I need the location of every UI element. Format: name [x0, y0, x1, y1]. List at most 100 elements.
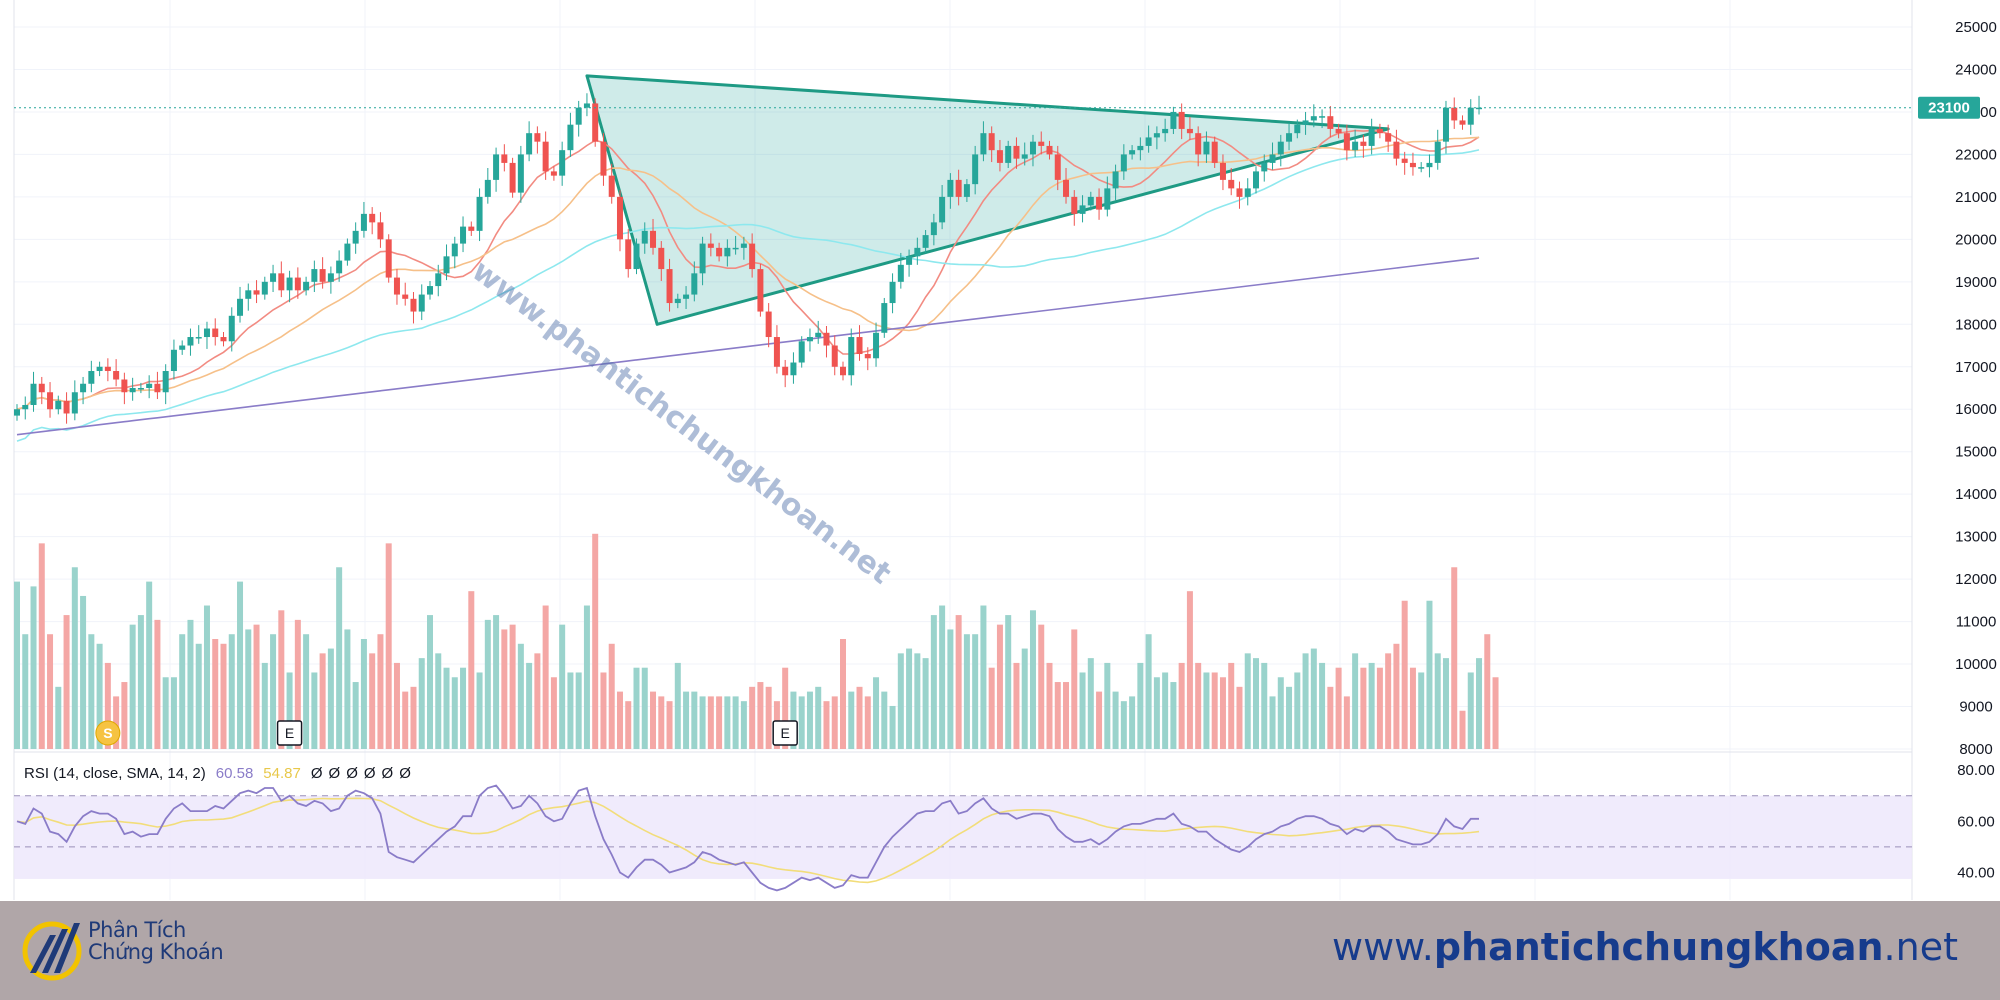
volume-bar	[881, 691, 888, 749]
volume-bar	[947, 629, 954, 749]
candle-body	[633, 243, 640, 270]
rsi-legend-extra: Ø	[364, 765, 376, 782]
candle-body	[47, 392, 54, 410]
candle-body	[170, 349, 177, 372]
volume-bar	[319, 653, 326, 749]
candle-body	[1038, 141, 1045, 146]
candle-body	[831, 345, 838, 367]
volume-bar	[187, 619, 194, 749]
candle-body	[55, 400, 62, 410]
candle-body	[352, 230, 359, 244]
candle-body	[840, 366, 846, 376]
volume-bar	[988, 667, 995, 749]
candle-body	[691, 273, 698, 295]
volume-bar	[1467, 672, 1474, 749]
volume-bar	[443, 667, 450, 749]
candle-body	[575, 107, 582, 125]
chart-grid	[13, 0, 1913, 900]
volume-bar	[1385, 653, 1392, 749]
volume-bar	[1021, 648, 1028, 749]
candle-body	[476, 196, 483, 231]
candle-body	[1343, 133, 1350, 151]
candle-body	[1186, 128, 1193, 134]
price-tick-label: 19000	[1955, 274, 1997, 291]
candle-body	[427, 286, 433, 295]
candle-body	[1368, 128, 1375, 146]
volume-bar	[1038, 624, 1045, 749]
volume-bar	[831, 696, 838, 749]
volume-bar	[1153, 677, 1160, 749]
price-tick-label: 12000	[1955, 571, 1997, 588]
volume-bar	[476, 672, 483, 749]
brand-name-line1: Phân Tích	[88, 918, 186, 942]
price-tick-label: 10000	[1955, 656, 1997, 673]
candle-body	[716, 247, 723, 257]
volume-bar	[121, 682, 128, 749]
candle-body	[1310, 116, 1317, 121]
volume-bar	[435, 653, 442, 749]
candle-body	[550, 171, 557, 176]
candle-body	[864, 354, 871, 359]
candle-body	[848, 337, 855, 376]
candle-body	[1244, 188, 1251, 197]
candle-body	[1079, 205, 1086, 214]
volume-bar	[468, 591, 475, 749]
candle-body	[129, 388, 136, 393]
volume-bar	[840, 639, 846, 749]
rsi-legend-value: 60.58	[216, 765, 254, 782]
volume-bar	[14, 581, 20, 749]
volume-bar	[1286, 686, 1293, 749]
volume-bar	[798, 696, 805, 749]
candle-body	[806, 337, 813, 342]
candle-body	[1302, 120, 1309, 125]
brand-logo-icon	[22, 921, 82, 981]
candle-body	[484, 179, 491, 197]
volume-bar	[113, 696, 120, 749]
price-axis[interactable]: 2500024000230002200021000200001900018000…	[1918, 19, 1997, 882]
volume-bar	[1137, 662, 1144, 749]
volume-bar	[1013, 662, 1020, 749]
candle-body	[1046, 145, 1053, 155]
candle-body	[815, 332, 822, 338]
volume-bar	[567, 672, 574, 749]
volume-bar	[641, 667, 648, 749]
volume-bar	[1112, 691, 1119, 749]
candle-body	[1319, 116, 1326, 118]
volume-bar	[707, 696, 714, 749]
candle-body	[63, 400, 70, 414]
volume-bar	[749, 686, 756, 749]
volume-bar	[534, 653, 541, 749]
volume-bar	[1335, 667, 1342, 749]
candle-body	[542, 141, 549, 172]
volume-bar	[724, 696, 731, 749]
candle-body	[1467, 107, 1474, 125]
volume-bar	[922, 658, 929, 749]
rsi-legend-extra: Ø	[329, 765, 341, 782]
candle-body	[1087, 196, 1094, 206]
volume-bar	[1368, 662, 1375, 749]
candle-body	[641, 230, 648, 244]
candle-body	[922, 235, 929, 248]
volume-bar	[1054, 682, 1061, 749]
volume-bar	[195, 643, 202, 749]
candle-body	[724, 247, 731, 257]
candle-body	[873, 332, 880, 359]
candle-body	[443, 256, 450, 274]
volume-bar	[1120, 701, 1127, 749]
candle-body	[823, 332, 830, 346]
candle-body	[930, 222, 937, 236]
candle-body	[1286, 133, 1293, 142]
volume-bar	[625, 701, 632, 749]
volume-bar	[1476, 658, 1483, 749]
candle-body	[311, 269, 318, 282]
volume-bar	[1203, 672, 1210, 749]
volume-bar	[228, 634, 235, 749]
website-url[interactable]: www.phantichchungkhoan.net	[1332, 925, 1958, 969]
candle-body	[1269, 154, 1276, 163]
volume-bar	[427, 615, 433, 749]
ma-line-long	[16, 149, 1480, 442]
price-tick-label: 22000	[1955, 146, 1997, 163]
volume-bar	[509, 624, 516, 749]
candle-body	[1294, 124, 1301, 134]
volume-bar	[1294, 672, 1301, 749]
